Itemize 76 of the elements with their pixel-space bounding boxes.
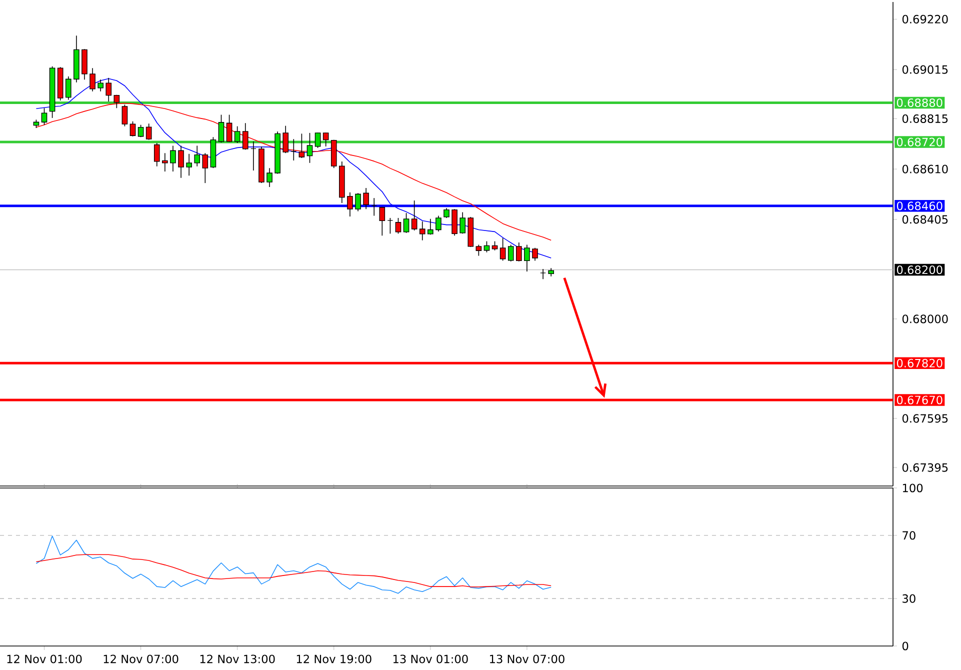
candlestick — [202, 152, 208, 184]
x-tick-label: 12 Nov 01:00 — [7, 654, 82, 664]
candlestick — [242, 122, 248, 150]
candlestick — [347, 192, 353, 217]
y-tick-label: 30 — [902, 594, 916, 603]
x-tick-label: 13 Nov 01:00 — [393, 654, 468, 664]
y-tick-label: 0.69015 — [902, 65, 948, 74]
y-tick-label: 100 — [902, 484, 923, 492]
candlestick — [403, 212, 410, 234]
candlestick — [419, 220, 426, 241]
candlestick — [379, 206, 386, 236]
ref-line-label: 0.67670 — [896, 396, 942, 404]
y-tick-label: 0.68815 — [902, 114, 948, 123]
candlestick — [186, 153, 192, 176]
ref-line-label: 0.67820 — [896, 358, 942, 368]
candlestick — [90, 68, 96, 92]
candlestick — [460, 212, 466, 234]
candlestick — [98, 79, 104, 92]
y-tick-label: 70 — [902, 531, 916, 540]
ref-line-label: 0.68720 — [896, 138, 942, 146]
y-tick-label: 0.68610 — [902, 164, 948, 174]
y-tick-label: 0 — [902, 642, 908, 650]
y-tick-label: 0.67595 — [902, 414, 948, 423]
x-tick-label: 12 Nov 13:00 — [200, 654, 275, 664]
candlestick — [411, 200, 418, 231]
ref-line-label: 0.68200 — [896, 266, 942, 274]
candlestick — [41, 108, 48, 126]
candlestick — [298, 133, 305, 158]
candlestick — [428, 218, 434, 236]
candlestick — [154, 142, 160, 167]
candlestick — [476, 244, 482, 256]
candlestick — [138, 124, 144, 138]
candlestick — [395, 218, 402, 234]
candlestick — [226, 114, 232, 142]
x-tick-label: 12 Nov 07:00 — [104, 654, 178, 664]
candlestick — [363, 188, 369, 210]
y-tick-label: 0.69220 — [902, 14, 948, 24]
candlestick — [218, 114, 224, 143]
candlestick — [540, 268, 546, 280]
candlestick — [484, 240, 490, 253]
candlestick — [266, 168, 272, 188]
candlestick — [306, 132, 313, 164]
candlestick — [130, 120, 136, 137]
candlestick — [114, 94, 120, 109]
candlestick — [162, 152, 168, 172]
candlestick — [122, 104, 128, 127]
candlestick — [234, 126, 240, 144]
x-tick-label: 13 Nov 07:00 — [490, 654, 564, 664]
y-tick-label: 0.67395 — [902, 463, 948, 472]
ref-line-label: 0.68460 — [896, 202, 942, 210]
candlestick — [314, 132, 321, 148]
candlestick — [444, 208, 450, 218]
candlestick — [436, 215, 442, 232]
candlestick — [452, 208, 458, 236]
candlestick — [532, 248, 538, 262]
candlestick — [500, 238, 506, 262]
candlestick — [178, 145, 184, 178]
candlestick — [282, 125, 289, 154]
x-tick-label: 12 Nov 19:00 — [296, 654, 372, 664]
candlestick — [65, 76, 72, 100]
y-tick-label: 0.68000 — [902, 314, 948, 324]
candlestick — [194, 145, 200, 167]
candlestick — [290, 138, 297, 161]
candlestick — [146, 123, 152, 140]
ref-line-label: 0.68880 — [896, 98, 942, 108]
candlestick — [524, 244, 530, 272]
candlestick — [322, 132, 329, 147]
candlestick — [250, 141, 256, 171]
candlestick — [508, 244, 514, 262]
candlestick — [371, 198, 378, 216]
y-tick-label: 0.68405 — [902, 215, 948, 224]
candlestick — [387, 218, 394, 234]
candlestick — [516, 242, 522, 262]
candlestick — [170, 145, 176, 172]
candlestick — [355, 192, 361, 212]
candlestick — [106, 78, 112, 102]
